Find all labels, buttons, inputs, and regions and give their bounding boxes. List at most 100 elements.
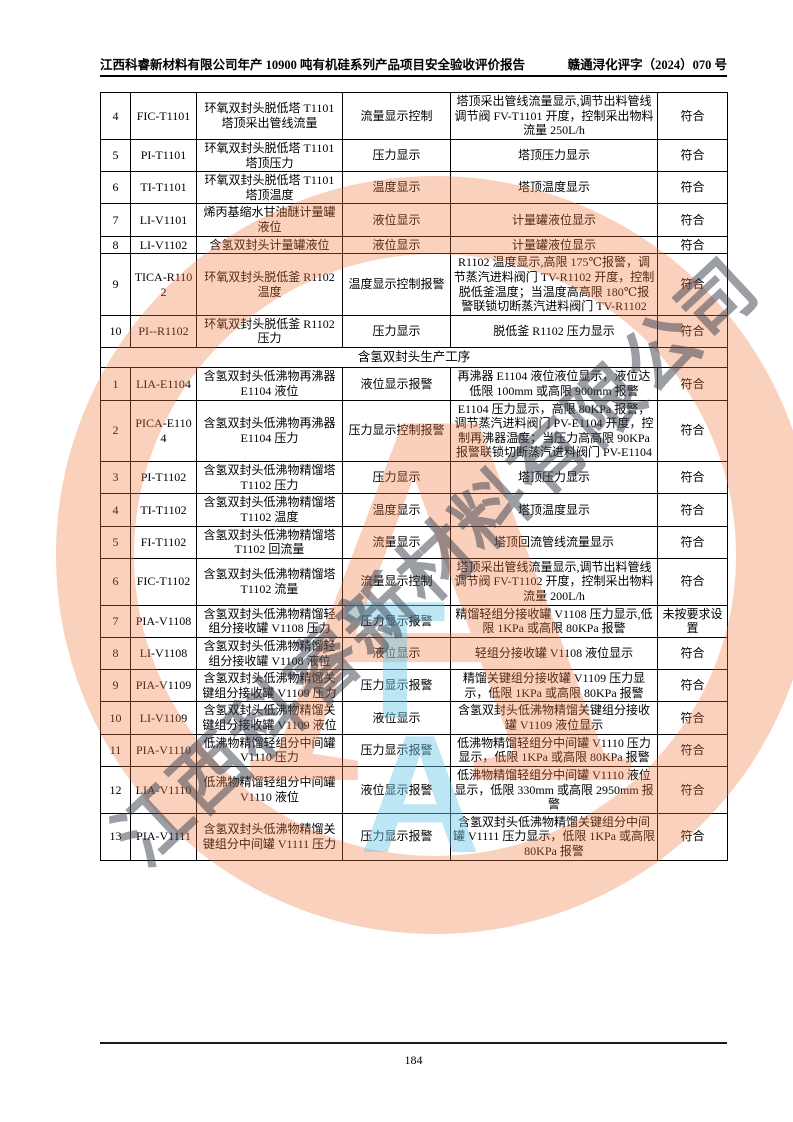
cell-instrument-tag: LI-V1101 <box>130 203 197 237</box>
table-row: 3 PI-T1102 含氢双封头低沸物精馏塔 T1102 压力 压力显示 塔顶压力显示符… <box>100 460 728 495</box>
cell-function-type: 压力显示报警 <box>342 669 451 703</box>
cell-row-number: 9 <box>100 669 131 703</box>
cell-row-number: 5 <box>100 525 131 559</box>
cell-instrument-description: 环氧双封头脱低釜 R1102 压力 <box>196 314 343 349</box>
cell-instrument-description: 含氢双封头低沸物精馏塔 T1102 回流量 <box>196 525 343 559</box>
cell-function-type: 液位显示 <box>342 701 451 735</box>
cell-instrument-tag: FIC-T1101 <box>130 92 197 140</box>
cell-instrument-description: 环氧双封头脱低塔 T1101 塔顶温度 <box>196 171 343 205</box>
cell-row-number: 7 <box>100 604 131 638</box>
cell-instrument-tag: PIA-V1109 <box>130 669 197 703</box>
table-row: 6 TI-T1101 环氧双封头脱低塔 T1101 塔顶温度 温度显示 塔顶温度显示 符合 <box>100 171 728 205</box>
cell-instrument-description: 含氢双封头低沸物精馏关键组分接收罐 V1109 液位 <box>196 701 343 735</box>
cell-function-detail: 低沸物精馏轻组分中间罐 V1110 压力显示，低限 1KPa 或高限 80KPa… <box>450 733 658 767</box>
table-row: 10 LI-V1109 含氢双封头低沸物精馏关键组分接收罐 V1109 液位 液位显示… <box>100 701 728 735</box>
cell-compliance-result: 符合 <box>657 253 728 316</box>
cell-function-detail: 精馏关键组分接收罐 V1109 压力显示，低限 1KPa 或高限 80KPa 报… <box>450 669 658 703</box>
cell-row-number: 11 <box>100 733 131 767</box>
cell-function-type: 流量显示控制 <box>342 92 451 140</box>
cell-instrument-description: 含氢双封头低沸物精馏塔 T1102 压力 <box>196 460 343 495</box>
cell-function-type: 压力显示报警 <box>342 604 451 638</box>
cell-instrument-tag: TI-T1102 <box>130 493 197 527</box>
cell-instrument-tag: FI-T1102 <box>130 525 197 559</box>
cell-instrument-tag: LI-V1102 <box>130 235 197 255</box>
cell-compliance-result: 符合 <box>657 460 728 495</box>
cell-function-type: 压力显示 <box>342 314 451 349</box>
cell-row-number: 6 <box>100 171 131 205</box>
cell-function-detail: 塔顶回流管线流量显示 <box>450 525 658 559</box>
cell-row-number: 1 <box>100 367 131 401</box>
table-row: 7 PIA-V1108 含氢双封头低沸物精馏轻组分接收罐 V1108 压力 压力显示报… <box>100 604 728 638</box>
table-row: 7 LI-V1101 烯丙基缩水甘油醚计量罐液位 液位显示 计量罐液位显示 符合 <box>100 203 728 237</box>
cell-instrument-tag: PI-T1101 <box>130 138 197 173</box>
cell-row-number: 6 <box>100 557 131 606</box>
cell-function-detail: 含氢双封头低沸物精馏关键组分中间罐 V1111 压力显示，低限 1KPa 或高限… <box>450 812 658 861</box>
table-row: 6 FIC-T1102 含氢双封头低沸物精馏塔 T1102 流量 流量显示控制 塔顶采出… <box>100 557 728 606</box>
cell-instrument-description: 含氢双封头低沸物精馏塔 T1102 流量 <box>196 557 343 606</box>
table-row: 13 PIA-V1111 含氢双封头低沸物精馏关键组分中间罐 V1111 压力 压力显… <box>100 812 728 861</box>
page-header: 江西科睿新材料有限公司年产 10900 吨有机硅系列产品项目安全验收评价报告 赣… <box>100 54 727 77</box>
cell-row-number: 8 <box>100 636 131 671</box>
table-row: 5 PI-T1101 环氧双封头脱低塔 T1101 塔顶压力 压力显示 塔顶压力显示 符合 <box>100 138 728 173</box>
cell-function-detail: 脱低釜 R1102 压力显示 <box>450 314 658 349</box>
cell-compliance-result: 符合 <box>657 203 728 237</box>
cell-compliance-result: 符合 <box>657 812 728 861</box>
cell-function-detail: 低沸物精馏轻组分中间罐 V1110 液位显示，低限 330mm 或高限 2950… <box>450 765 658 814</box>
cell-instrument-tag: PI--R1102 <box>130 314 197 349</box>
cell-instrument-tag: TI-T1101 <box>130 171 197 205</box>
cell-compliance-result: 符合 <box>657 92 728 140</box>
cell-instrument-tag: LI-V1109 <box>130 701 197 735</box>
cell-instrument-tag: LIA-V1110 <box>130 765 197 814</box>
cell-instrument-description: 环氧双封头脱低塔 T1101 塔顶压力 <box>196 138 343 173</box>
cell-instrument-description: 低沸物精馏轻组分中间罐 V1110 液位 <box>196 765 343 814</box>
cell-function-type: 温度显示 <box>342 493 451 527</box>
cell-compliance-result: 符合 <box>657 399 728 462</box>
cell-function-type: 压力显示控制报警 <box>342 399 451 462</box>
cell-compliance-result: 未按要求设置 <box>657 604 728 638</box>
cell-compliance-result: 符合 <box>657 367 728 401</box>
cell-instrument-tag: FIC-T1102 <box>130 557 197 606</box>
cell-row-number: 7 <box>100 203 131 237</box>
page-footer: 184 <box>100 1042 727 1068</box>
cell-row-number: 3 <box>100 460 131 495</box>
cell-function-type: 压力显示报警 <box>342 812 451 861</box>
cell-compliance-result: 符合 <box>657 636 728 671</box>
cell-row-number: 12 <box>100 765 131 814</box>
cell-instrument-description: 含氢双封头低沸物精馏轻组分接收罐 V1108 压力 <box>196 604 343 638</box>
cell-function-type: 压力显示 <box>342 460 451 495</box>
cell-row-number: 4 <box>100 493 131 527</box>
cell-row-number: 8 <box>100 235 131 255</box>
cell-row-number: 5 <box>100 138 131 173</box>
report-title: 江西科睿新材料有限公司年产 10900 吨有机硅系列产品项目安全验收评价报告 <box>100 58 526 72</box>
cell-function-type: 流量显示 <box>342 525 451 559</box>
table-row: 11 PIA-V1110 低沸物精馏轻组分中间罐 V1110 压力 压力显示报警 低沸物… <box>100 733 728 767</box>
section-header-label: 含氢双封头生产工序 <box>100 346 728 369</box>
cell-function-detail: 塔顶采出管线流量显示,调节出料管线调节阀 FV-T1101 开度，控制采出物料流… <box>450 92 658 140</box>
document-number: 赣通浔化评字（2024）070 号 <box>567 58 727 72</box>
cell-compliance-result: 符合 <box>657 701 728 735</box>
cell-instrument-description: 环氧双封头脱低塔 T1101 塔顶采出管线流量 <box>196 92 343 140</box>
cell-function-detail: 精馏轻组分接收罐 V1108 压力显示,低限 1KPa 或高限 80KPa 报警 <box>450 604 658 638</box>
table-row: 9 PIA-V1109 含氢双封头低沸物精馏关键组分接收罐 V1109 压力 压力显示… <box>100 669 728 703</box>
cell-function-type: 温度显示 <box>342 171 451 205</box>
cell-function-type: 液位显示报警 <box>342 765 451 814</box>
cell-compliance-result: 符合 <box>657 138 728 173</box>
table-row: 8 LI-V1108 含氢双封头低沸物精馏轻组分接收罐 V1108 液位 液位显示 轻组… <box>100 636 728 671</box>
cell-compliance-result: 符合 <box>657 557 728 606</box>
table-row: 12 LIA-V1110 低沸物精馏轻组分中间罐 V1110 液位 液位显示报警 低沸物… <box>100 765 728 814</box>
cell-function-detail: 轻组分接收罐 V1108 液位显示 <box>450 636 658 671</box>
cell-instrument-tag: PIA-V1111 <box>130 812 197 861</box>
cell-instrument-description: 含氢双封头低沸物精馏塔 T1102 温度 <box>196 493 343 527</box>
cell-row-number: 9 <box>100 253 131 316</box>
cell-compliance-result: 符合 <box>657 765 728 814</box>
cell-instrument-description: 含氢双封头低沸物再沸器 E1104 液位 <box>196 367 343 401</box>
table-row: 2 PICA-E1104 含氢双封头低沸物再沸器 E1104 压力 压力显示控制报警 E… <box>100 399 728 462</box>
table-row: 5 FI-T1102 含氢双封头低沸物精馏塔 T1102 回流量 流量显示 塔顶回流管线… <box>100 525 728 559</box>
cell-instrument-tag: PICA-E1104 <box>130 399 197 462</box>
instrument-compliance-table: 4 FIC-T1101 环氧双封头脱低塔 T1101 塔顶采出管线流量 流量显示控制塔… <box>100 92 728 861</box>
cell-function-detail: 计量罐液位显示 <box>450 235 658 255</box>
cell-instrument-description: 含氢双封头计量罐液位 <box>196 235 343 255</box>
cell-function-detail: 塔顶温度显示 <box>450 171 658 205</box>
table-row: 1 LIA-E1104 含氢双封头低沸物再沸器 E1104 液位 液位显示报警 再沸器 … <box>100 367 728 401</box>
